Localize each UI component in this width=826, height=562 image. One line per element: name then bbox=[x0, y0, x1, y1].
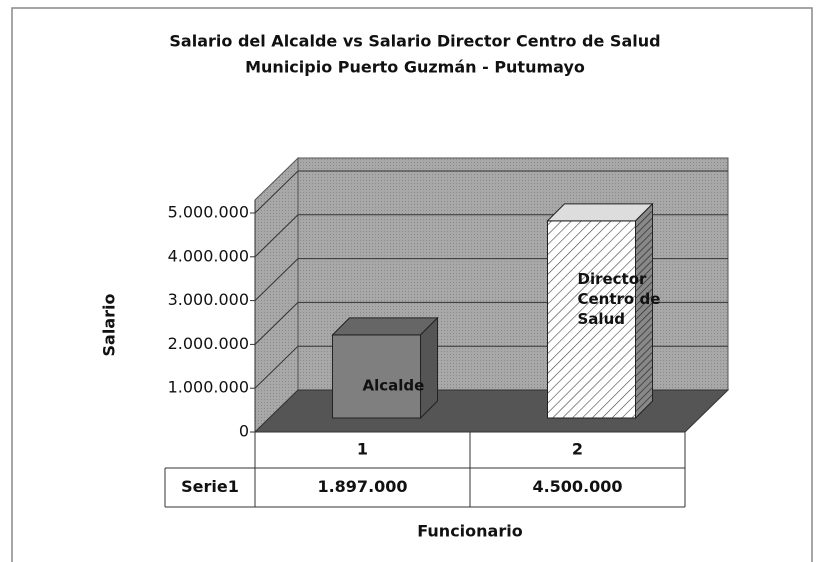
y-tick-label: 4.000.000 bbox=[168, 246, 249, 265]
table-value: 1.897.000 bbox=[317, 477, 407, 496]
bar-top bbox=[546, 203, 654, 222]
frame bbox=[11, 7, 813, 562]
bar-top bbox=[331, 317, 439, 336]
bar-side bbox=[420, 316, 438, 420]
bar-front bbox=[547, 220, 636, 419]
y-axis-label: Salario bbox=[100, 294, 119, 357]
chart-title: Municipio Puerto Guzmán - Putumayo bbox=[245, 58, 585, 77]
bar-annotation: Centro de bbox=[578, 290, 661, 308]
table-value: 4.500.000 bbox=[532, 477, 622, 496]
floor bbox=[253, 389, 730, 433]
y-tick-label: 5.000.000 bbox=[168, 203, 249, 222]
y-tick-label: 1.000.000 bbox=[168, 378, 249, 397]
x-axis-label: Funcionario bbox=[417, 522, 522, 541]
bar-front bbox=[332, 334, 421, 419]
grid-line bbox=[254, 170, 728, 214]
side-wall bbox=[254, 156, 299, 434]
x-tick-label: 2 bbox=[572, 440, 583, 459]
bar-annotation: Salud bbox=[578, 310, 625, 328]
y-tick-label: 0 bbox=[239, 422, 249, 441]
y-tick-label: 2.000.000 bbox=[168, 334, 249, 353]
x-tick-label: 1 bbox=[357, 440, 368, 459]
y-tick-label: 3.000.000 bbox=[168, 290, 249, 309]
chart-title: Salario del Alcalde vs Salario Director … bbox=[169, 32, 660, 51]
bar-annotation: Director bbox=[578, 270, 648, 288]
legend-entry: Serie1 bbox=[181, 477, 239, 496]
bar-side bbox=[635, 202, 653, 420]
bar-annotation: Alcalde bbox=[363, 377, 425, 395]
